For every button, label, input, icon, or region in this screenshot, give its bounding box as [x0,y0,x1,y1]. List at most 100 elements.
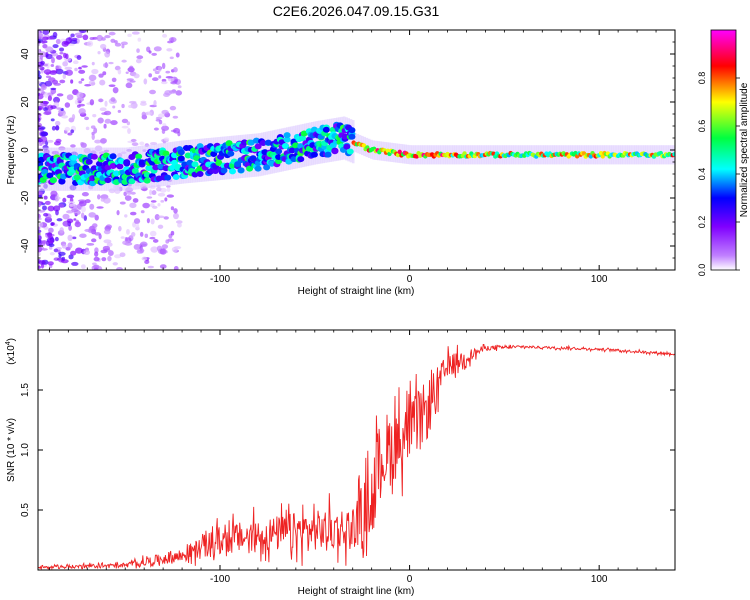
spectrogram-ridge-cell [331,148,339,155]
spectrogram-noise-cell [38,117,41,123]
spectrogram-noise-cell [106,242,113,247]
colorbar-label: Normalized spectral amplitude [739,82,750,217]
spectrogram-noise-cell [38,202,42,207]
snr-ticks: -100 0 100 0.5 1.0 1.5 [20,330,676,585]
spectrogram-ridge-cell [348,133,356,140]
spectrogram-noise-cell [44,200,51,205]
spectrogram-ticks: -100 0 100 -40 -20 0 20 40 [20,29,676,285]
spectrogram-noise-cell [161,81,168,85]
spectrogram-noise-cell [50,70,58,73]
spectrogram-halo-cell [119,147,123,191]
spectrogram-noise-cell [64,66,73,71]
spectrogram-noise-cell [42,30,50,35]
spectrogram-noise-cell [80,78,85,82]
spectrogram-halo-cell [47,147,50,191]
spectrogram-xtick-label: 100 [591,274,608,285]
spectrogram-halo-cell [231,135,234,179]
spectrogram-noise-cell [149,230,157,237]
spectrogram-noise-cell [78,66,82,70]
spectrogram-noise-cell [130,191,136,195]
spectrogram-noise-cell [50,64,55,67]
spectrogram-noise-cell [38,33,44,40]
spectrogram-ridge-cell [275,158,283,165]
spectrogram-ridge-cell [220,167,228,174]
spectrogram-noise-cell [103,62,109,68]
spectrogram-ridge-cell [397,149,402,155]
spectrogram-noise-cell [65,69,73,76]
spectrogram-noise-cell [124,236,128,242]
spectrogram-noise-cell [74,32,83,36]
spectrogram-noise-cell [92,114,97,118]
spectrogram-noise-cell [58,251,66,256]
spectrogram-noise-cell [125,71,129,75]
spectrogram-halo-cell [281,128,285,172]
spectrogram-noise-cell [173,127,181,134]
spectrogram-noise-cell [43,69,52,75]
spectrogram-ridge-cell [90,153,98,160]
spectrogram-noise-cell [97,117,104,124]
spectrogram-noise-cell [99,79,106,86]
spectrogram-noise-cell [38,112,42,118]
colorbar-frame [710,29,737,271]
spectrogram-noise-cell [121,118,129,124]
spectrogram-noise-cell [45,53,53,60]
spectrogram-noise-cell [64,126,71,132]
spectrogram-noise-cell [91,61,95,66]
spectrogram-noise-cell [157,192,166,197]
spectrogram-noise-cell [148,73,153,78]
spectrogram-ridge-cell [283,136,291,143]
spectrogram-noise-cell [129,80,136,83]
spectrogram-noise-cell [77,96,84,102]
spectrogram-noise-cell [102,245,111,251]
spectrogram-noise-cell [128,104,134,109]
spectrogram-noise-cell [47,77,56,82]
spectrogram-noise-cell [38,143,41,147]
spectrogram-noise-cell [108,61,114,65]
spectrogram-noise-cell [163,137,170,142]
spectrogram-noise-cell [158,119,163,125]
spectrogram-noise-cell [38,62,41,65]
spectrogram-noise-cell [53,205,61,212]
spectrogram-noise-cell [62,73,67,80]
spectrogram-noise-cell [114,40,118,44]
spectrogram-noise-cell [156,186,162,192]
spectrogram-noise-cell [91,133,95,140]
spectrogram-noise-cell [164,197,168,202]
spectrogram-noise-cell [172,115,179,119]
spectrogram-noise-cell [42,205,47,211]
spectrogram-noise-cell [161,109,169,115]
spectrogram-noise-cell [66,210,72,214]
spectrogram-noise-cell [86,243,95,246]
spectrogram-noise-cell [78,108,86,115]
spectrogram-ridge-cell [58,178,66,185]
colorbar-ticks: 0.0 0.2 0.4 0.6 0.8 [697,72,740,276]
spectrogram-noise-cell [147,265,155,269]
spectrogram-noise-cell [154,213,160,221]
spectrogram-noise-cell [51,57,55,64]
spectrogram-noise-cell [163,216,169,220]
spectrogram-noise-cell [165,70,171,74]
spectrogram-noise-cell [170,230,175,236]
spectrogram-ridge-cell [49,177,57,184]
spectrogram-halo-cell [115,147,118,191]
snr-ytick-label: 1.5 [20,383,31,397]
spectrogram-noise-cell [74,67,78,72]
spectrogram-noise-cell [38,265,41,269]
spectrogram-noise-cell [38,122,43,129]
spectrogram-ridge-cell [172,174,180,181]
spectrogram-noise-cell [79,233,87,238]
spectrogram-noise-cell [68,43,75,46]
spectrogram-noise-cell [165,239,170,244]
spectrogram-halo-cell [224,136,228,180]
spectrogram-ridge-cell [254,143,262,150]
spectrogram-halo-cell [254,133,257,177]
spectrogram-ridge-cell [229,168,237,175]
spectrogram-noise-cell [79,30,87,34]
spectrogram-noise-cell [59,79,66,84]
spectrogram-noise-cell [39,136,48,143]
spectrogram-ridge-cell [46,172,54,179]
spectrogram-noise-cell [120,41,128,46]
spectrogram-noise-cell [81,65,88,68]
spectrogram-noise-cell [53,82,62,86]
spectrogram-noise-cell [80,142,85,146]
